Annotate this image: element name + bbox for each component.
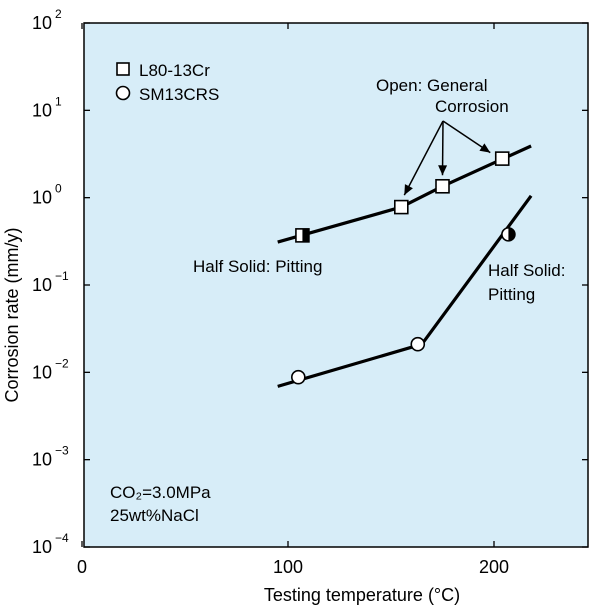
data-markers	[290, 151, 516, 385]
x-tick-label: 100	[273, 557, 303, 577]
plot-area	[84, 23, 588, 547]
annotation-half-solid-pitting-right-line1: Half Solid:	[488, 261, 565, 280]
legend: L80-13Cr SM13CRS	[115, 61, 219, 104]
y-tick-label-exponent: −4	[55, 531, 69, 545]
annotation-arrow-head	[479, 143, 491, 153]
y-tick-label: 10	[32, 537, 52, 557]
annotation-open-general-line2: Corrosion	[435, 97, 509, 116]
y-tick-label-exponent: −1	[55, 269, 69, 283]
annotation-arrows	[403, 120, 491, 196]
y-tick-label-exponent: 1	[55, 94, 62, 108]
x-tick-label: 200	[479, 557, 509, 577]
circle-data-point-fill	[508, 227, 515, 241]
trend-line	[277, 144, 532, 244]
annotation-arrow-head	[438, 165, 448, 176]
y-tick-label-exponent: −2	[55, 356, 69, 370]
x-tick-label: 0	[77, 557, 87, 577]
legend-label-sm13crs: SM13CRS	[139, 85, 219, 104]
y-tick-label-exponent: 2	[55, 7, 62, 21]
circle-data-point	[290, 369, 306, 385]
y-tick-label: 10	[32, 13, 52, 33]
annotation-open-general-line1: Open: General	[376, 76, 488, 95]
square-data-point	[393, 199, 409, 215]
legend-circle-marker-icon	[115, 85, 131, 101]
square-data-point	[494, 151, 510, 166]
annotation-nacl-concentration: 25wt%NaCl	[110, 506, 199, 525]
annotation-co2-pressure: CO₂=3.0MPa	[110, 483, 211, 502]
legend-label-l80-13cr: L80-13Cr	[139, 61, 210, 80]
square-data-point-fill	[302, 228, 309, 242]
annotation-half-solid-pitting-left: Half Solid: Pitting	[193, 257, 322, 276]
y-tick-label: 10	[32, 275, 52, 295]
annotation-half-solid-pitting-right-line2: Pitting	[488, 285, 535, 304]
y-tick-label: 10	[32, 450, 52, 470]
legend-square-marker-icon	[116, 62, 130, 76]
square-data-point	[435, 178, 450, 194]
x-axis-title: Testing temperature (°C)	[264, 585, 460, 605]
y-tick-label: 10	[32, 188, 52, 208]
annotation-arrow-line	[403, 120, 444, 196]
annotation-arrow-head	[404, 184, 413, 196]
circle-data-point	[410, 336, 426, 352]
y-tick-label: 10	[32, 362, 52, 382]
y-tick-label-exponent: −3	[55, 444, 69, 458]
y-axis-title: Corrosion rate (mm/y)	[2, 227, 22, 402]
y-tick-label: 10	[32, 100, 52, 120]
y-tick-label-exponent: 0	[55, 182, 62, 196]
